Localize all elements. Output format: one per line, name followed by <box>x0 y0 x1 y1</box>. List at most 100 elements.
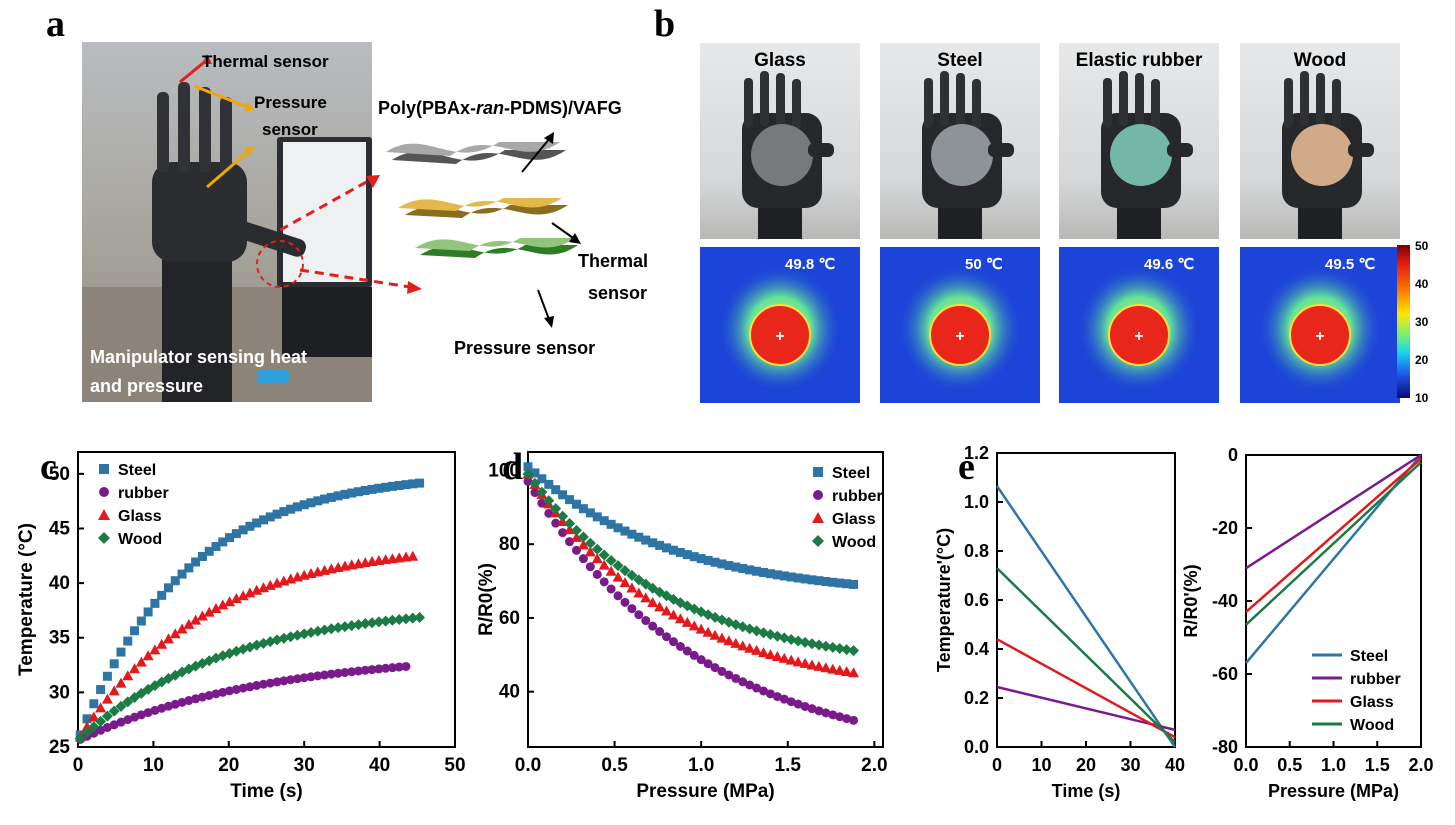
manipulator-illustration <box>82 54 372 402</box>
data-point <box>387 663 397 673</box>
x-axis-label: Time (s) <box>230 781 303 802</box>
data-point <box>95 715 107 727</box>
series-line <box>1245 457 1422 613</box>
data-point <box>557 510 569 522</box>
data-point <box>598 559 610 570</box>
x-tick-label: 2.0 <box>861 755 887 776</box>
data-point <box>184 563 194 573</box>
data-point <box>835 578 845 588</box>
data-point <box>401 480 411 490</box>
data-point <box>765 689 775 699</box>
data-point <box>415 478 425 488</box>
data-point <box>641 616 651 626</box>
data-point <box>806 659 818 670</box>
data-point <box>529 477 541 489</box>
x-axis-label: Pressure (MPa) <box>1268 781 1399 801</box>
data-point <box>292 502 302 512</box>
data-point <box>210 603 222 614</box>
data-point <box>599 516 609 526</box>
data-point <box>244 641 256 653</box>
data-point <box>203 606 215 617</box>
data-point <box>703 555 713 565</box>
data-point <box>709 611 721 623</box>
data-point <box>585 508 595 518</box>
data-point <box>627 529 637 539</box>
data-point <box>298 628 310 640</box>
layer-top-edge <box>392 150 566 164</box>
data-point <box>806 638 818 650</box>
data-point <box>286 504 296 514</box>
data-point <box>744 623 756 635</box>
series-line <box>1245 461 1422 626</box>
data-point <box>191 694 201 704</box>
data-point <box>272 677 282 687</box>
data-point <box>814 706 824 716</box>
data-point <box>661 590 673 602</box>
data-point <box>612 571 624 582</box>
data-point <box>530 488 540 498</box>
colorbar-tick: 40 <box>1415 277 1429 291</box>
data-point <box>835 712 845 722</box>
data-point <box>98 509 110 520</box>
data-point <box>258 679 268 689</box>
data-point <box>360 665 370 675</box>
data-point <box>299 673 309 683</box>
data-point <box>807 575 817 585</box>
data-point <box>598 549 610 561</box>
data-point <box>325 623 337 635</box>
data-point <box>799 636 811 648</box>
data-point <box>211 689 221 699</box>
data-point <box>217 599 229 610</box>
layer-mid-label-line2: sensor <box>588 283 648 303</box>
series-line <box>995 485 1177 748</box>
data-point <box>123 715 133 725</box>
data-point <box>176 623 188 634</box>
layer-mid-label-line1: Thermal <box>578 251 649 271</box>
data-point <box>183 618 195 629</box>
y-tick-label: -80 <box>1212 737 1238 757</box>
data-point <box>662 632 672 642</box>
y-tick-label: 30 <box>49 682 70 703</box>
x-tick-label: 10 <box>1031 755 1051 775</box>
data-point <box>149 644 161 655</box>
plot-frame <box>996 452 1176 748</box>
data-point <box>634 532 644 542</box>
data-point <box>848 645 860 657</box>
data-point <box>89 699 99 709</box>
data-point <box>101 693 113 704</box>
x-tick-label: 1.0 <box>1321 755 1346 775</box>
data-point <box>414 611 426 623</box>
data-point <box>565 537 575 547</box>
data-point <box>752 683 762 693</box>
x-tick-label: 50 <box>444 755 465 776</box>
data-point <box>717 666 727 676</box>
data-point <box>264 636 276 648</box>
data-point <box>143 708 153 718</box>
data-point <box>820 640 832 652</box>
data-point <box>626 582 638 593</box>
data-point <box>231 529 241 539</box>
data-point <box>122 696 134 708</box>
series-line <box>996 567 1176 743</box>
data-point <box>814 576 824 586</box>
data-point <box>157 590 167 600</box>
data-point <box>347 488 357 498</box>
data-point <box>731 673 741 683</box>
data-point <box>551 485 561 495</box>
data-point <box>695 623 707 634</box>
data-point <box>286 675 296 685</box>
legend-label: Steel <box>1350 648 1388 665</box>
data-point <box>730 637 742 648</box>
data-point <box>841 666 853 677</box>
data-point <box>807 704 817 714</box>
data-point <box>827 641 839 653</box>
data-point <box>184 696 194 706</box>
plot-frame <box>527 451 884 748</box>
data-point <box>306 498 316 508</box>
data-point <box>681 616 693 627</box>
data-point <box>169 628 181 639</box>
y-tick-label: 0.2 <box>964 688 989 708</box>
data-point <box>710 663 720 673</box>
data-point <box>96 725 106 735</box>
data-point <box>703 659 713 669</box>
